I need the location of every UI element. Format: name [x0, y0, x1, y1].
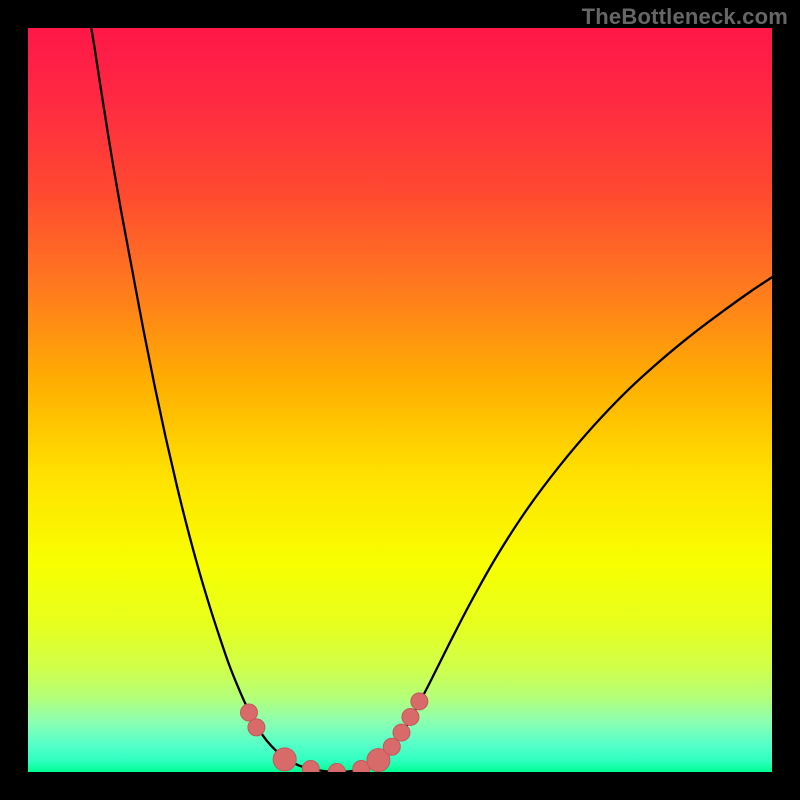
curve-markers — [240, 693, 427, 772]
curve-marker — [302, 761, 319, 772]
curve-marker — [248, 719, 265, 736]
curve-marker — [393, 724, 410, 741]
curve-marker — [411, 693, 428, 710]
curve-marker — [273, 748, 296, 771]
curve-marker — [240, 704, 257, 721]
curve-marker — [328, 764, 345, 773]
watermark-text: TheBottleneck.com — [582, 4, 788, 30]
bottleneck-curve — [28, 28, 772, 772]
curve-marker — [402, 708, 419, 725]
curve-path — [91, 28, 772, 772]
plot-area — [28, 28, 772, 772]
chart-frame: TheBottleneck.com — [0, 0, 800, 800]
